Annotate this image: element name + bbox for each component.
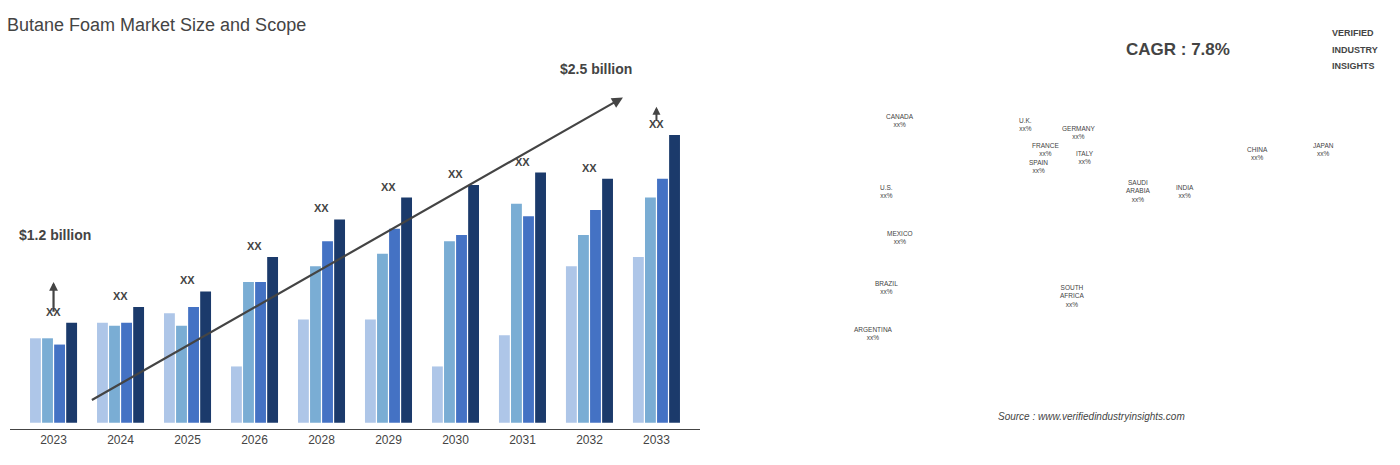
svg-text:VERIFIED: VERIFIED	[1332, 28, 1374, 38]
svg-text:2029: 2029	[375, 433, 402, 447]
svg-text:Butane Foam Market Size and Sc: Butane Foam Market Size and Scope	[7, 15, 306, 35]
svg-text:2024: 2024	[107, 433, 134, 447]
svg-text:XX: XX	[113, 290, 128, 302]
svg-text:XX: XX	[582, 162, 597, 174]
svg-text:ITALYxx%: ITALYxx%	[1076, 150, 1094, 165]
svg-text:INDIAxx%: INDIAxx%	[1176, 184, 1194, 199]
svg-text:FRANCExx%: FRANCExx%	[1032, 142, 1059, 157]
svg-text:2031: 2031	[509, 433, 536, 447]
svg-text:XX: XX	[247, 240, 262, 252]
svg-text:XX: XX	[314, 202, 329, 214]
svg-text:CAGR : 7.8%: CAGR : 7.8%	[1126, 40, 1230, 59]
svg-text:2032: 2032	[576, 433, 603, 447]
svg-text:XX: XX	[46, 306, 61, 318]
svg-text:2023: 2023	[40, 433, 67, 447]
svg-text:XX: XX	[180, 274, 195, 286]
svg-text:SAUDIARABIAxx%: SAUDIARABIAxx%	[1126, 179, 1151, 203]
svg-text:INSIGHTS: INSIGHTS	[1332, 61, 1375, 71]
svg-text:U.K.xx%: U.K.xx%	[1019, 117, 1032, 132]
svg-text:CANADAxx%: CANADAxx%	[886, 113, 914, 128]
svg-text:2030: 2030	[442, 433, 469, 447]
svg-text:2033: 2033	[643, 433, 670, 447]
svg-text:CHINAxx%: CHINAxx%	[1247, 146, 1268, 161]
svg-text:$1.2 billion: $1.2 billion	[19, 227, 91, 243]
svg-text:U.S.xx%: U.S.xx%	[880, 184, 893, 199]
svg-text:MEXICOxx%: MEXICOxx%	[887, 230, 913, 245]
svg-text:GERMANYxx%: GERMANYxx%	[1062, 125, 1096, 140]
svg-text:BRAZILxx%: BRAZILxx%	[875, 280, 898, 295]
svg-text:2025: 2025	[174, 433, 201, 447]
svg-text:2028: 2028	[308, 433, 335, 447]
svg-text:XX: XX	[649, 118, 664, 130]
svg-text:SOUTHAFRICAxx%: SOUTHAFRICAxx%	[1060, 284, 1085, 308]
svg-text:Source : www.verifiedindustryi: Source : www.verifiedindustryinsights.co…	[998, 411, 1185, 422]
svg-text:SPAINxx%: SPAINxx%	[1029, 159, 1048, 174]
svg-text:INDUSTRY: INDUSTRY	[1332, 45, 1378, 55]
svg-text:XX: XX	[381, 181, 396, 193]
svg-text:XX: XX	[448, 168, 463, 180]
svg-text:XX: XX	[515, 156, 530, 168]
svg-text:$2.5 billion: $2.5 billion	[560, 61, 632, 77]
svg-text:JAPANxx%: JAPANxx%	[1313, 142, 1334, 157]
svg-text:ARGENTINAxx%: ARGENTINAxx%	[854, 326, 893, 341]
svg-text:2026: 2026	[241, 433, 268, 447]
